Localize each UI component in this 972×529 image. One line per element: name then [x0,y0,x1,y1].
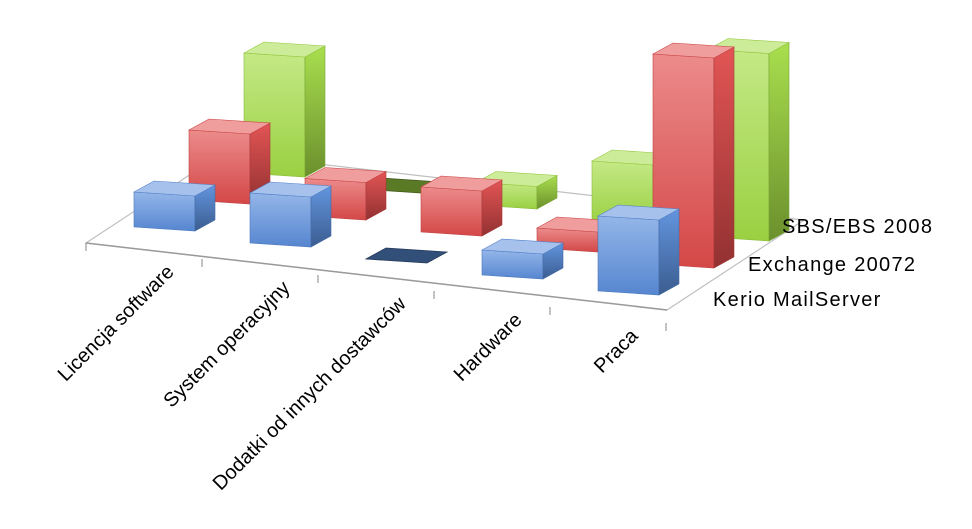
series-label: Exchange 20072 [748,254,916,276]
bar-kerio-mailserver-3 [480,238,565,280]
bar-flat-face [364,247,449,264]
bar-side-face [768,41,790,242]
bar-top-face [187,118,272,135]
bar-kerio-mailserver-4 [596,204,681,296]
x-axis-line [85,242,668,311]
bar-top-face [132,180,217,197]
bar-kerio-mailserver-0 [132,180,217,232]
bar-side-face [658,208,680,296]
category-label: Licencja software [54,261,179,386]
bar-top-face [242,41,327,58]
bar-front-face [133,191,196,232]
bar-front-face [597,215,660,296]
series-label: Kerio MailServer [713,289,882,311]
series-label: SBS/EBS 2008 [782,216,933,238]
bar-top-face [248,181,333,198]
bar-top-face [419,175,504,192]
bar-top-face [480,238,565,255]
bar-exchange-20072-2 [419,175,504,237]
bar-top-face [651,42,736,59]
bar-top-face [596,204,681,221]
bar-front-face [481,249,544,280]
bar-kerio-mailserver-1 [248,181,333,248]
bar-side-face [304,45,326,178]
bar-front-face [249,192,312,248]
category-label: System operacyjny [160,277,295,412]
bar-side-face [713,46,735,269]
category-label: Praca [590,324,643,377]
series-labels: Kerio MailServer Exchange 20072 SBS/EBS 20… [713,216,933,311]
category-label: Hardware [450,309,527,386]
bar-kerio-mailserver-2 [364,247,449,264]
bar-front-face [420,186,483,237]
bar-top-face [303,167,388,183]
bars-layer [132,38,791,296]
